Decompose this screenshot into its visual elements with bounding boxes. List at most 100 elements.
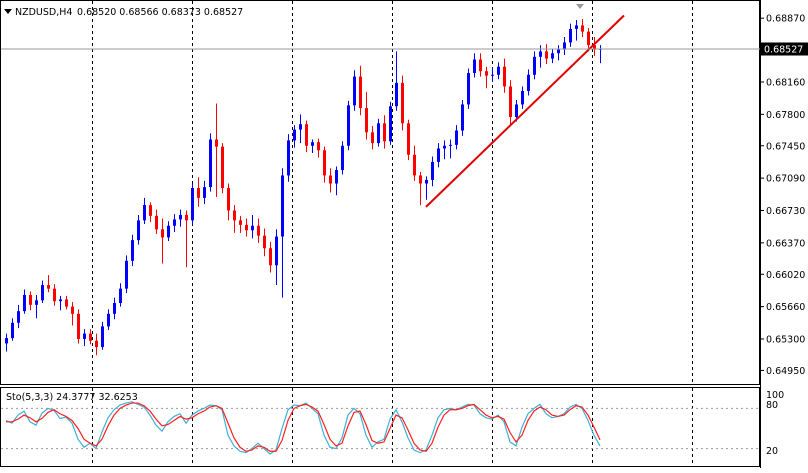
- symbol-label: NZDUSD,H4: [15, 7, 72, 18]
- current-price-tag: 0.68527: [761, 42, 808, 56]
- candle-body: [143, 205, 146, 221]
- price-tick-label: 0.65300: [766, 334, 805, 345]
- candle-body: [479, 59, 482, 72]
- candle-body: [155, 215, 158, 230]
- candle-body: [89, 333, 92, 341]
- candle-body: [551, 53, 554, 59]
- candle-body: [431, 161, 434, 180]
- candle-body: [107, 313, 110, 327]
- candle-body: [251, 225, 254, 231]
- price-tick-label: 0.66370: [766, 238, 805, 249]
- price-tick-label: 0.67450: [766, 141, 805, 152]
- period-separators: [92, 1, 693, 466]
- price-tick-label: 0.65660: [766, 302, 805, 313]
- stoch-signal-line: [6, 402, 601, 452]
- candle-body: [71, 306, 74, 314]
- candle-body: [275, 236, 278, 266]
- candle-body: [131, 240, 134, 261]
- candle-body: [119, 288, 122, 304]
- indicator-panel-frame: [0, 387, 760, 467]
- candle-body: [323, 150, 326, 176]
- stoch-level-80: 80: [766, 400, 778, 411]
- candle-body: [179, 214, 182, 220]
- candle-body: [77, 313, 80, 339]
- candle-body: [83, 333, 86, 339]
- price-tick-label: 0.68870: [766, 14, 805, 25]
- candle-body: [383, 123, 386, 142]
- candle-body: [359, 76, 362, 109]
- candle-body: [575, 25, 578, 29]
- ohlc-values: 0.68520 0.68566 0.68373 0.68527: [77, 7, 243, 18]
- candle-body: [395, 82, 398, 107]
- candle-body: [221, 146, 224, 189]
- candle-body: [401, 82, 404, 124]
- candle-body: [17, 311, 20, 323]
- candle-body: [23, 294, 26, 312]
- trendline-group[interactable]: [425, 14, 625, 208]
- price-tick-label: 0.67800: [766, 110, 805, 121]
- candle-body: [245, 224, 248, 231]
- candle-body: [515, 104, 518, 118]
- candle-body: [371, 132, 374, 144]
- candle-body: [569, 28, 572, 43]
- candle-body: [563, 42, 566, 50]
- candle-body: [47, 285, 50, 289]
- candle-body: [329, 175, 332, 184]
- candle-body: [545, 51, 548, 59]
- candle-body: [335, 170, 338, 184]
- candle-body: [167, 225, 170, 238]
- stoch-level-100: 100: [766, 390, 784, 401]
- candle-body: [425, 179, 428, 184]
- candle-body: [41, 285, 44, 301]
- chart-shift-marker[interactable]: [576, 4, 584, 9]
- candlestick-series: [5, 19, 602, 356]
- price-tick-label: 0.68160: [766, 77, 805, 88]
- candle-body: [353, 76, 356, 106]
- price-tick-label: 0.66730: [766, 206, 805, 217]
- candle-body: [311, 142, 314, 146]
- candle-body: [413, 154, 416, 176]
- candle-body: [185, 214, 188, 221]
- candle-body: [35, 300, 38, 305]
- candle-body: [161, 229, 164, 238]
- candle-body: [95, 340, 98, 348]
- candle-body: [257, 225, 260, 236]
- candle-body: [407, 123, 410, 155]
- candle-body: [209, 139, 212, 188]
- candle-body: [377, 123, 380, 144]
- candle-body: [365, 108, 368, 133]
- candle-body: [581, 25, 584, 32]
- price-axis: 0.68870 0.68160 0.67800 0.67450 0.67090 0.667…: [760, 14, 805, 377]
- candle-body: [281, 175, 284, 237]
- trendline[interactable]: [425, 14, 625, 208]
- candle-body: [455, 130, 458, 145]
- current-price-value: 0.68527: [764, 44, 803, 55]
- candle-body: [341, 145, 344, 171]
- candle-body: [527, 74, 530, 91]
- candle-body: [287, 140, 290, 176]
- candle-body: [587, 31, 590, 46]
- stoch-main-line: [5, 401, 601, 455]
- candle-body: [473, 59, 476, 73]
- candle-body: [497, 66, 500, 75]
- candle-body: [443, 145, 446, 149]
- candle-body: [65, 299, 68, 307]
- candle-body: [533, 56, 536, 75]
- candle-body: [269, 248, 272, 266]
- price-tick-label: 0.64950: [766, 366, 805, 377]
- candle-body: [137, 220, 140, 241]
- candle-body: [503, 66, 506, 87]
- candle-body: [299, 124, 302, 130]
- candle-body: [113, 303, 116, 314]
- candle-body: [191, 188, 194, 221]
- candle-body: [389, 106, 392, 142]
- candle-body: [521, 90, 524, 105]
- stochastic-series: [1, 401, 760, 455]
- candle-body: [437, 148, 440, 162]
- stochastic-label: Sto(5,3,3) 24.3777 32.6253: [6, 392, 138, 403]
- candle-body: [59, 299, 62, 302]
- main-panel-frame: [0, 0, 760, 385]
- triangle-down-icon[interactable]: [4, 9, 12, 14]
